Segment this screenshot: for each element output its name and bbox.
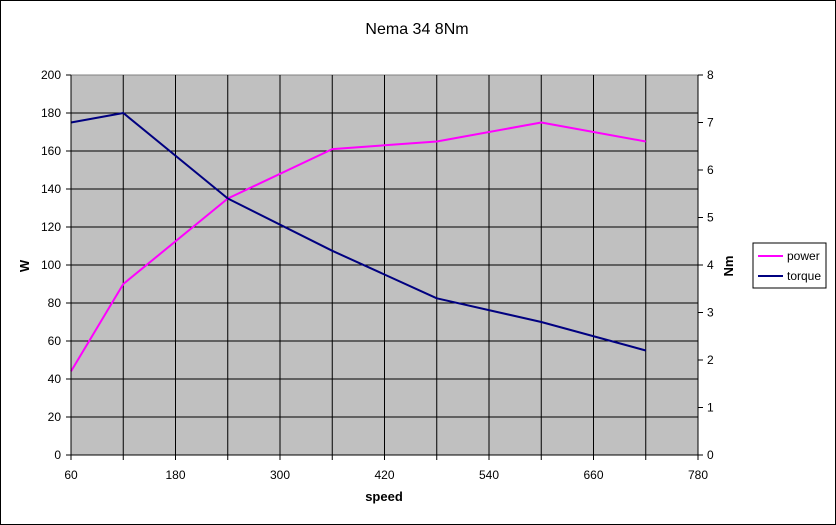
y2-tick-label: 4 xyxy=(707,258,714,272)
x-tick-label: 180 xyxy=(165,468,185,482)
legend-box xyxy=(752,242,827,289)
y2-axis-ticks: 0 1 2 3 4 5 6 7 8 xyxy=(698,68,714,462)
y2-tick-label: 5 xyxy=(707,211,714,225)
y2-tick-label: 6 xyxy=(707,163,714,177)
x-axis-title: speed xyxy=(365,489,403,504)
series-line-torque xyxy=(70,112,647,352)
grid xyxy=(71,75,698,455)
y-tick-label: 120 xyxy=(41,220,61,234)
chart-title: Nema 34 8Nm xyxy=(365,21,468,38)
x-tick-label: 660 xyxy=(583,468,603,482)
y-tick-label: 100 xyxy=(41,258,61,272)
x-tick-label: 60 xyxy=(64,468,78,482)
y-tick-label: 20 xyxy=(48,410,62,424)
y-axis-title: W xyxy=(17,259,32,272)
series-layer xyxy=(70,112,647,372)
y-tick-label: 40 xyxy=(48,372,62,386)
x-axis-ticks: 60 180 300 420 540 660 780 xyxy=(64,455,708,482)
series-line-power xyxy=(70,121,646,372)
y-tick-label: 140 xyxy=(41,182,61,196)
y-axis-ticks: 0 20 40 60 80 100 120 140 160 180 200 xyxy=(41,68,71,462)
legend: power torque xyxy=(752,242,827,289)
y2-axis-title: Nm xyxy=(721,256,736,277)
y2-tick-label: 1 xyxy=(707,401,714,415)
y2-tick-label: 7 xyxy=(707,116,714,130)
y2-tick-label: 3 xyxy=(707,306,714,320)
y-tick-label: 180 xyxy=(41,106,61,120)
y2-tick-label: 8 xyxy=(707,68,714,82)
legend-label-power: power xyxy=(787,249,820,263)
y-tick-label: 60 xyxy=(48,334,62,348)
y2-tick-label: 2 xyxy=(707,353,714,367)
x-tick-label: 300 xyxy=(270,468,290,482)
x-tick-label: 420 xyxy=(374,468,394,482)
x-tick-label: 780 xyxy=(688,468,708,482)
y-tick-label: 80 xyxy=(48,296,62,310)
x-tick-label: 540 xyxy=(479,468,499,482)
y2-tick-label: 0 xyxy=(707,448,714,462)
y-tick-label: 0 xyxy=(54,448,61,462)
y-tick-label: 160 xyxy=(41,144,61,158)
y-tick-label: 200 xyxy=(41,68,61,82)
legend-label-torque: torque xyxy=(787,269,821,283)
